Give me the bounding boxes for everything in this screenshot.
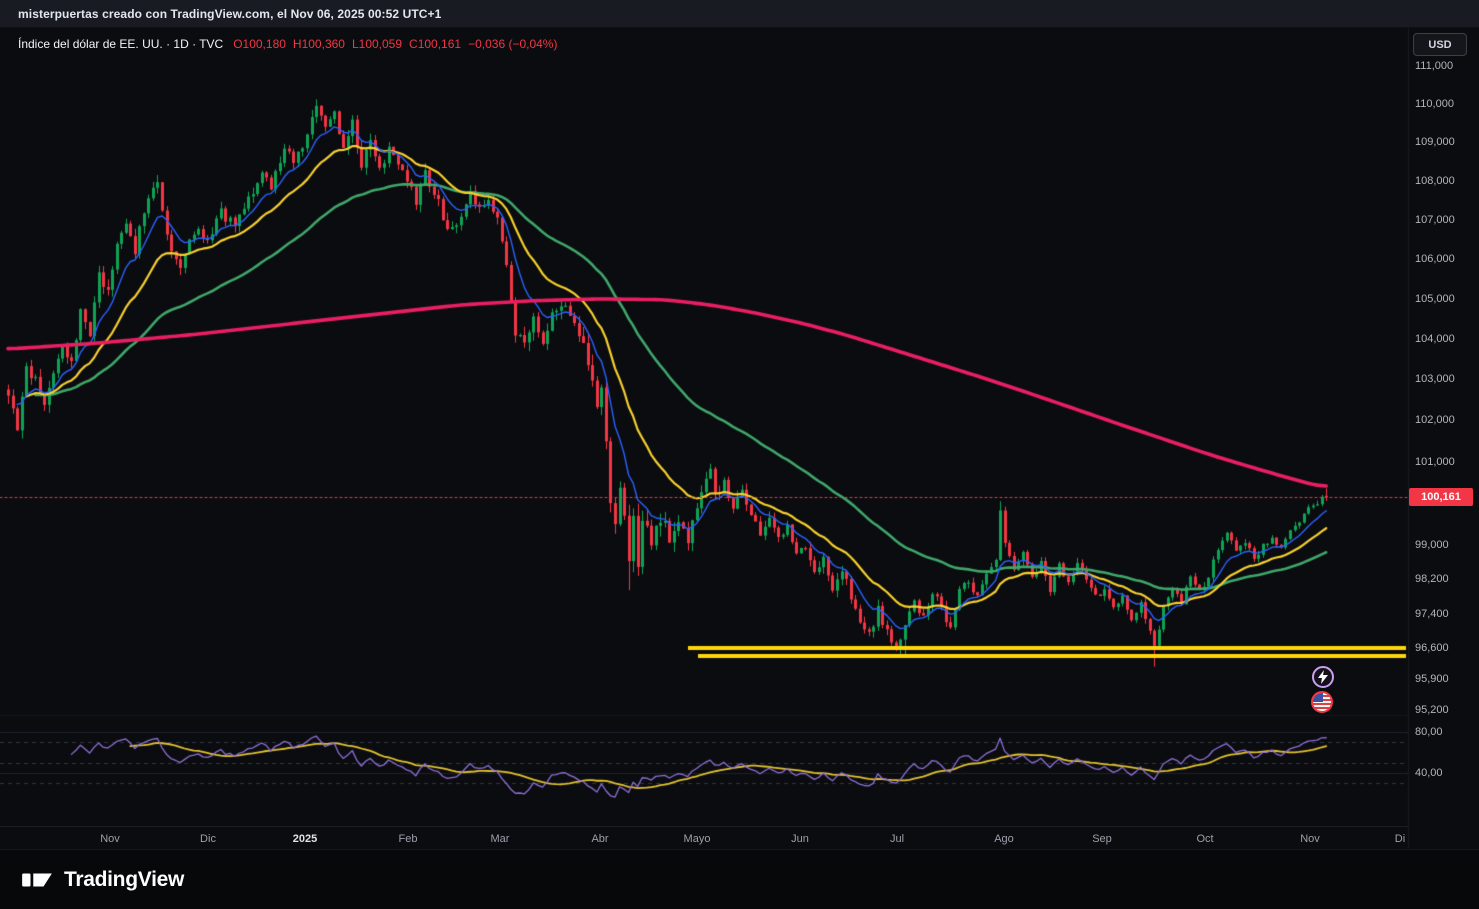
price-tick: 111,000 [1415,60,1454,72]
last-price-label: 100,161 [1409,487,1473,506]
events-lightning-icon[interactable] [1312,666,1334,688]
time-tick: 2025 [292,833,318,845]
price-tick: 95,200 [1415,703,1449,716]
price-tick: 105,000 [1415,292,1455,305]
price-tick: 98,200 [1415,573,1449,586]
price-tick: 103,000 [1415,373,1455,386]
high-value: H100,360 [292,37,345,51]
price-tick: 95,900 [1415,672,1449,685]
footer-bar: TradingView [0,849,1479,909]
price-tick: 107,000 [1415,213,1455,226]
time-tick: Jun [791,833,809,845]
time-axis[interactable]: Nov Dic 2025 Feb Mar Abr Mayo Jun Jul Ago Sep Oct No… [0,826,1408,850]
time-tick: Mayo [683,833,711,845]
price-tick: 99,000 [1415,539,1449,552]
indicator-tick: 80,00 [1415,726,1443,738]
time-tick: Nov [1300,833,1320,845]
currency-button[interactable]: USD [1413,33,1467,56]
tradingview-logo-icon[interactable] [20,867,54,893]
open-value: O100,180 [233,37,286,51]
price-tick: 106,000 [1415,253,1455,266]
time-tick: Mar [490,833,510,845]
legend: Índice del dólar de EE. UU. · 1D · TVC O1… [18,37,564,51]
time-tick: Abr [591,833,609,845]
price-tick: 109,000 [1415,136,1455,149]
time-tick: Ago [994,833,1014,845]
time-tick: Sep [1092,833,1112,845]
time-tick: Di [1394,833,1406,845]
flag-canton [1313,693,1323,702]
price-tick: 101,000 [1415,455,1455,468]
price-axis[interactable]: 111,000 110,000 109,000 108,000 107,000 106,0… [1410,0,1479,860]
indicator-tick: 40,00 [1415,766,1443,779]
time-tick: Feb [398,833,418,845]
close-value: C100,161 [409,37,462,51]
time-tick: Jul [889,833,905,845]
price-tick: 104,000 [1415,332,1455,345]
us-flag-icon[interactable] [1311,691,1333,713]
change-value: −0,036 (−0,04%) [468,37,558,51]
price-tick: 97,400 [1415,607,1449,620]
tradingview-wordmark[interactable]: TradingView [64,867,185,891]
price-tick: 110,000 [1415,97,1454,110]
attribution-bar: misterpuertas creado con TradingView.com… [0,0,1479,28]
low-value: L100,059 [351,37,403,51]
price-tick: 102,000 [1415,414,1455,427]
price-tick: 108,000 [1415,174,1455,187]
symbol-title[interactable]: Índice del dólar de EE. UU. · 1D · TVC [18,37,224,51]
time-tick: Nov [100,833,120,845]
time-tick: Oct [1196,833,1214,845]
lightning-bolt-icon [1318,670,1328,684]
attribution-text: misterpuertas creado con TradingView.com… [18,6,442,21]
time-tick: Dic [200,833,216,845]
price-tick: 96,600 [1415,642,1449,655]
